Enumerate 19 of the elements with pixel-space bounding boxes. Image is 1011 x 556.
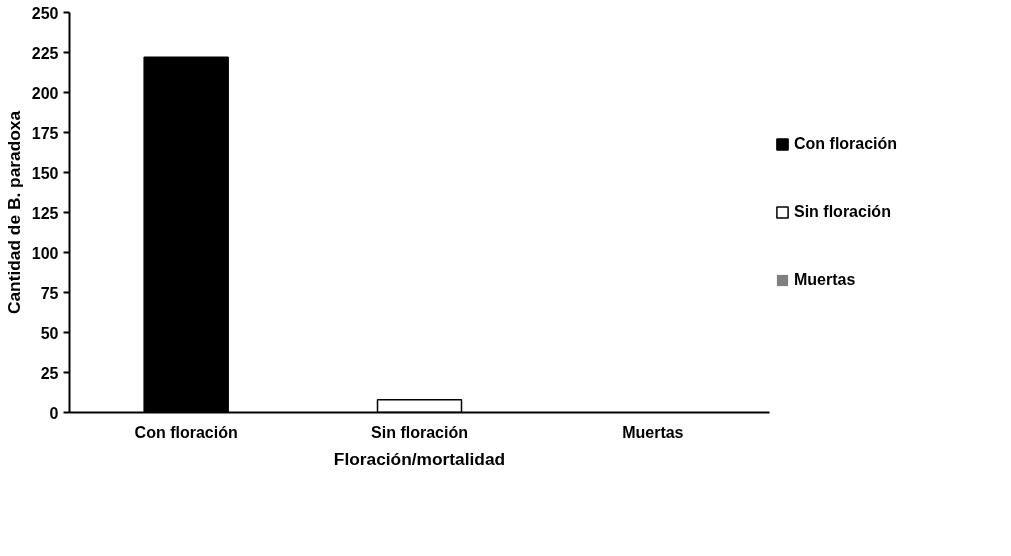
x-tick-label: Muertas xyxy=(622,423,684,441)
y-tick-label: 100 xyxy=(31,244,59,262)
legend-label: Sin floración xyxy=(794,203,891,221)
y-tick-label: 225 xyxy=(31,44,59,62)
y-tick-label: 75 xyxy=(40,284,59,302)
x-axis-title: Floración/mortalidad xyxy=(333,448,506,469)
y-tick-label: 0 xyxy=(49,404,59,422)
x-tick-label: Sin floración xyxy=(371,423,468,441)
y-tick-label: 175 xyxy=(31,124,59,142)
y-tick-label: 25 xyxy=(40,364,59,382)
x-tick-label: Con floración xyxy=(134,423,238,441)
y-tick-label: 200 xyxy=(31,84,59,102)
y-axis-title: Cantidad de B. paradoxa xyxy=(3,110,24,315)
y-tick-label: 150 xyxy=(31,164,59,182)
y-tick-label: 250 xyxy=(31,4,59,22)
y-tick-label: 50 xyxy=(40,324,59,342)
legend-label: Con floración xyxy=(794,135,898,153)
legend-label: Muertas xyxy=(794,271,856,289)
y-tick-label: 125 xyxy=(31,204,59,222)
